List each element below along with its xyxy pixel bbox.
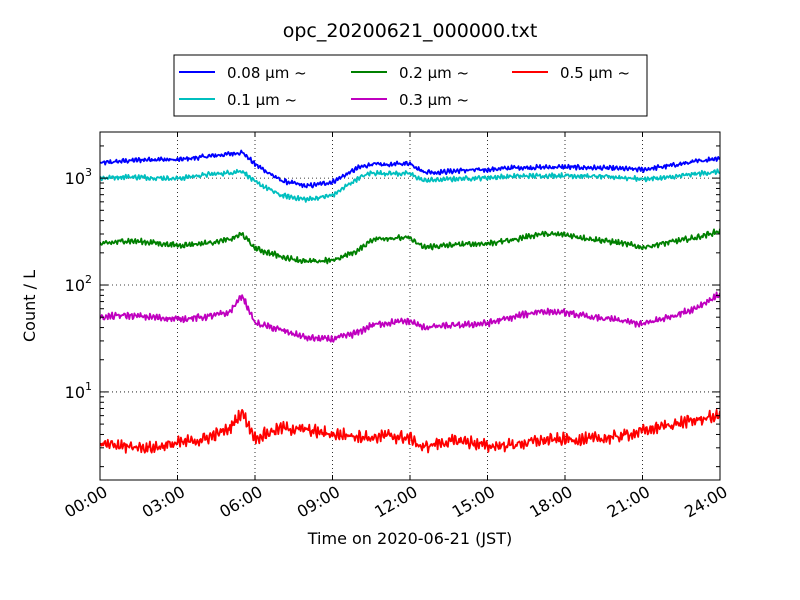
series-line-2 bbox=[100, 228, 720, 265]
series-line-0 bbox=[100, 149, 720, 189]
x-tick-label: 12:00 bbox=[371, 482, 420, 522]
legend-label-0: 0.08 μm ~ bbox=[227, 64, 307, 82]
x-tick-label: 03:00 bbox=[139, 482, 188, 522]
legend-label-2: 0.2 μm ~ bbox=[399, 64, 469, 82]
x-axis-tick-labels: 00:00 03:00 06:00 09:00 12:00 15:00 18:00 21:00… bbox=[61, 482, 730, 522]
x-tick-label: 00:00 bbox=[61, 482, 110, 522]
axis-ticks bbox=[99, 132, 721, 480]
y-tick-base: 10 bbox=[65, 276, 85, 295]
y-tick-exponent: 1 bbox=[85, 380, 92, 393]
chart-title: opc_20200621_000000.txt bbox=[283, 20, 538, 42]
y-tick-base: 10 bbox=[65, 169, 85, 188]
plot-background bbox=[100, 132, 720, 480]
y-tick-label: 102 bbox=[65, 273, 92, 295]
series-line-3 bbox=[100, 291, 720, 343]
y-tick-base: 10 bbox=[65, 383, 85, 402]
x-tick-label: 06:00 bbox=[216, 482, 265, 522]
x-tick-label: 24:00 bbox=[681, 482, 730, 522]
legend-label-1: 0.1 μm ~ bbox=[227, 91, 297, 109]
x-tick-label: 21:00 bbox=[604, 482, 653, 522]
y-tick-exponent: 2 bbox=[85, 273, 92, 286]
x-tick-label: 09:00 bbox=[294, 482, 343, 522]
x-axis-label: Time on 2020-06-21 (JST) bbox=[307, 529, 512, 548]
legend-label-3: 0.3 μm ~ bbox=[399, 91, 469, 109]
series-line-1 bbox=[100, 168, 720, 203]
y-tick-label: 103 bbox=[65, 166, 92, 188]
y-axis-label: Count / L bbox=[20, 270, 39, 342]
legend: 0.08 μm ~ 0.1 μm ~ 0.2 μm ~ 0.3 μm ~ 0.5 μm … bbox=[173, 54, 648, 117]
legend-label-4: 0.5 μm ~ bbox=[560, 64, 630, 82]
legend-box bbox=[173, 54, 648, 117]
x-tick-label: 15:00 bbox=[449, 482, 498, 522]
y-tick-exponent: 3 bbox=[85, 166, 92, 179]
y-tick-label: 101 bbox=[65, 380, 92, 402]
x-tick-label: 18:00 bbox=[526, 482, 575, 522]
plot-area bbox=[99, 131, 721, 481]
series-lines bbox=[100, 149, 720, 454]
series-line-4 bbox=[100, 409, 720, 454]
